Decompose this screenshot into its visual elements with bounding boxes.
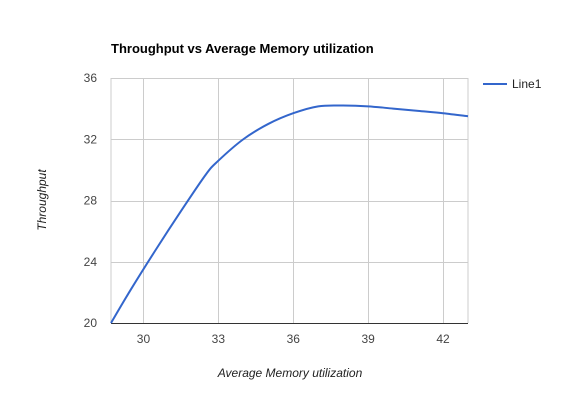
legend-label-line1: Line1 bbox=[512, 77, 542, 91]
x-axis-title: Average Memory utilization bbox=[217, 366, 363, 380]
series-line-line1 bbox=[110, 104, 469, 324]
series-layer bbox=[110, 104, 469, 324]
y-tick-label: 20 bbox=[84, 316, 98, 330]
legend: Line1 bbox=[483, 77, 542, 91]
y-tick-label: 32 bbox=[84, 132, 98, 146]
x-gridlines bbox=[110, 78, 469, 323]
x-tick-label: 33 bbox=[212, 332, 226, 346]
x-tick-label: 39 bbox=[361, 332, 375, 346]
y-tick-labels: 20 24 28 32 36 bbox=[84, 71, 98, 330]
x-tick-label: 30 bbox=[137, 332, 151, 346]
chart-title: Throughput vs Average Memory utilization bbox=[111, 41, 374, 56]
y-tick-label: 24 bbox=[84, 255, 98, 269]
y-tick-label: 36 bbox=[84, 71, 98, 85]
y-gridlines bbox=[111, 78, 468, 263]
y-tick-label: 28 bbox=[84, 194, 98, 208]
x-tick-label: 36 bbox=[287, 332, 301, 346]
x-tick-label: 42 bbox=[436, 332, 450, 346]
y-axis-title: Throughput bbox=[35, 169, 49, 231]
x-tick-labels: 30 33 36 39 42 bbox=[137, 332, 450, 346]
